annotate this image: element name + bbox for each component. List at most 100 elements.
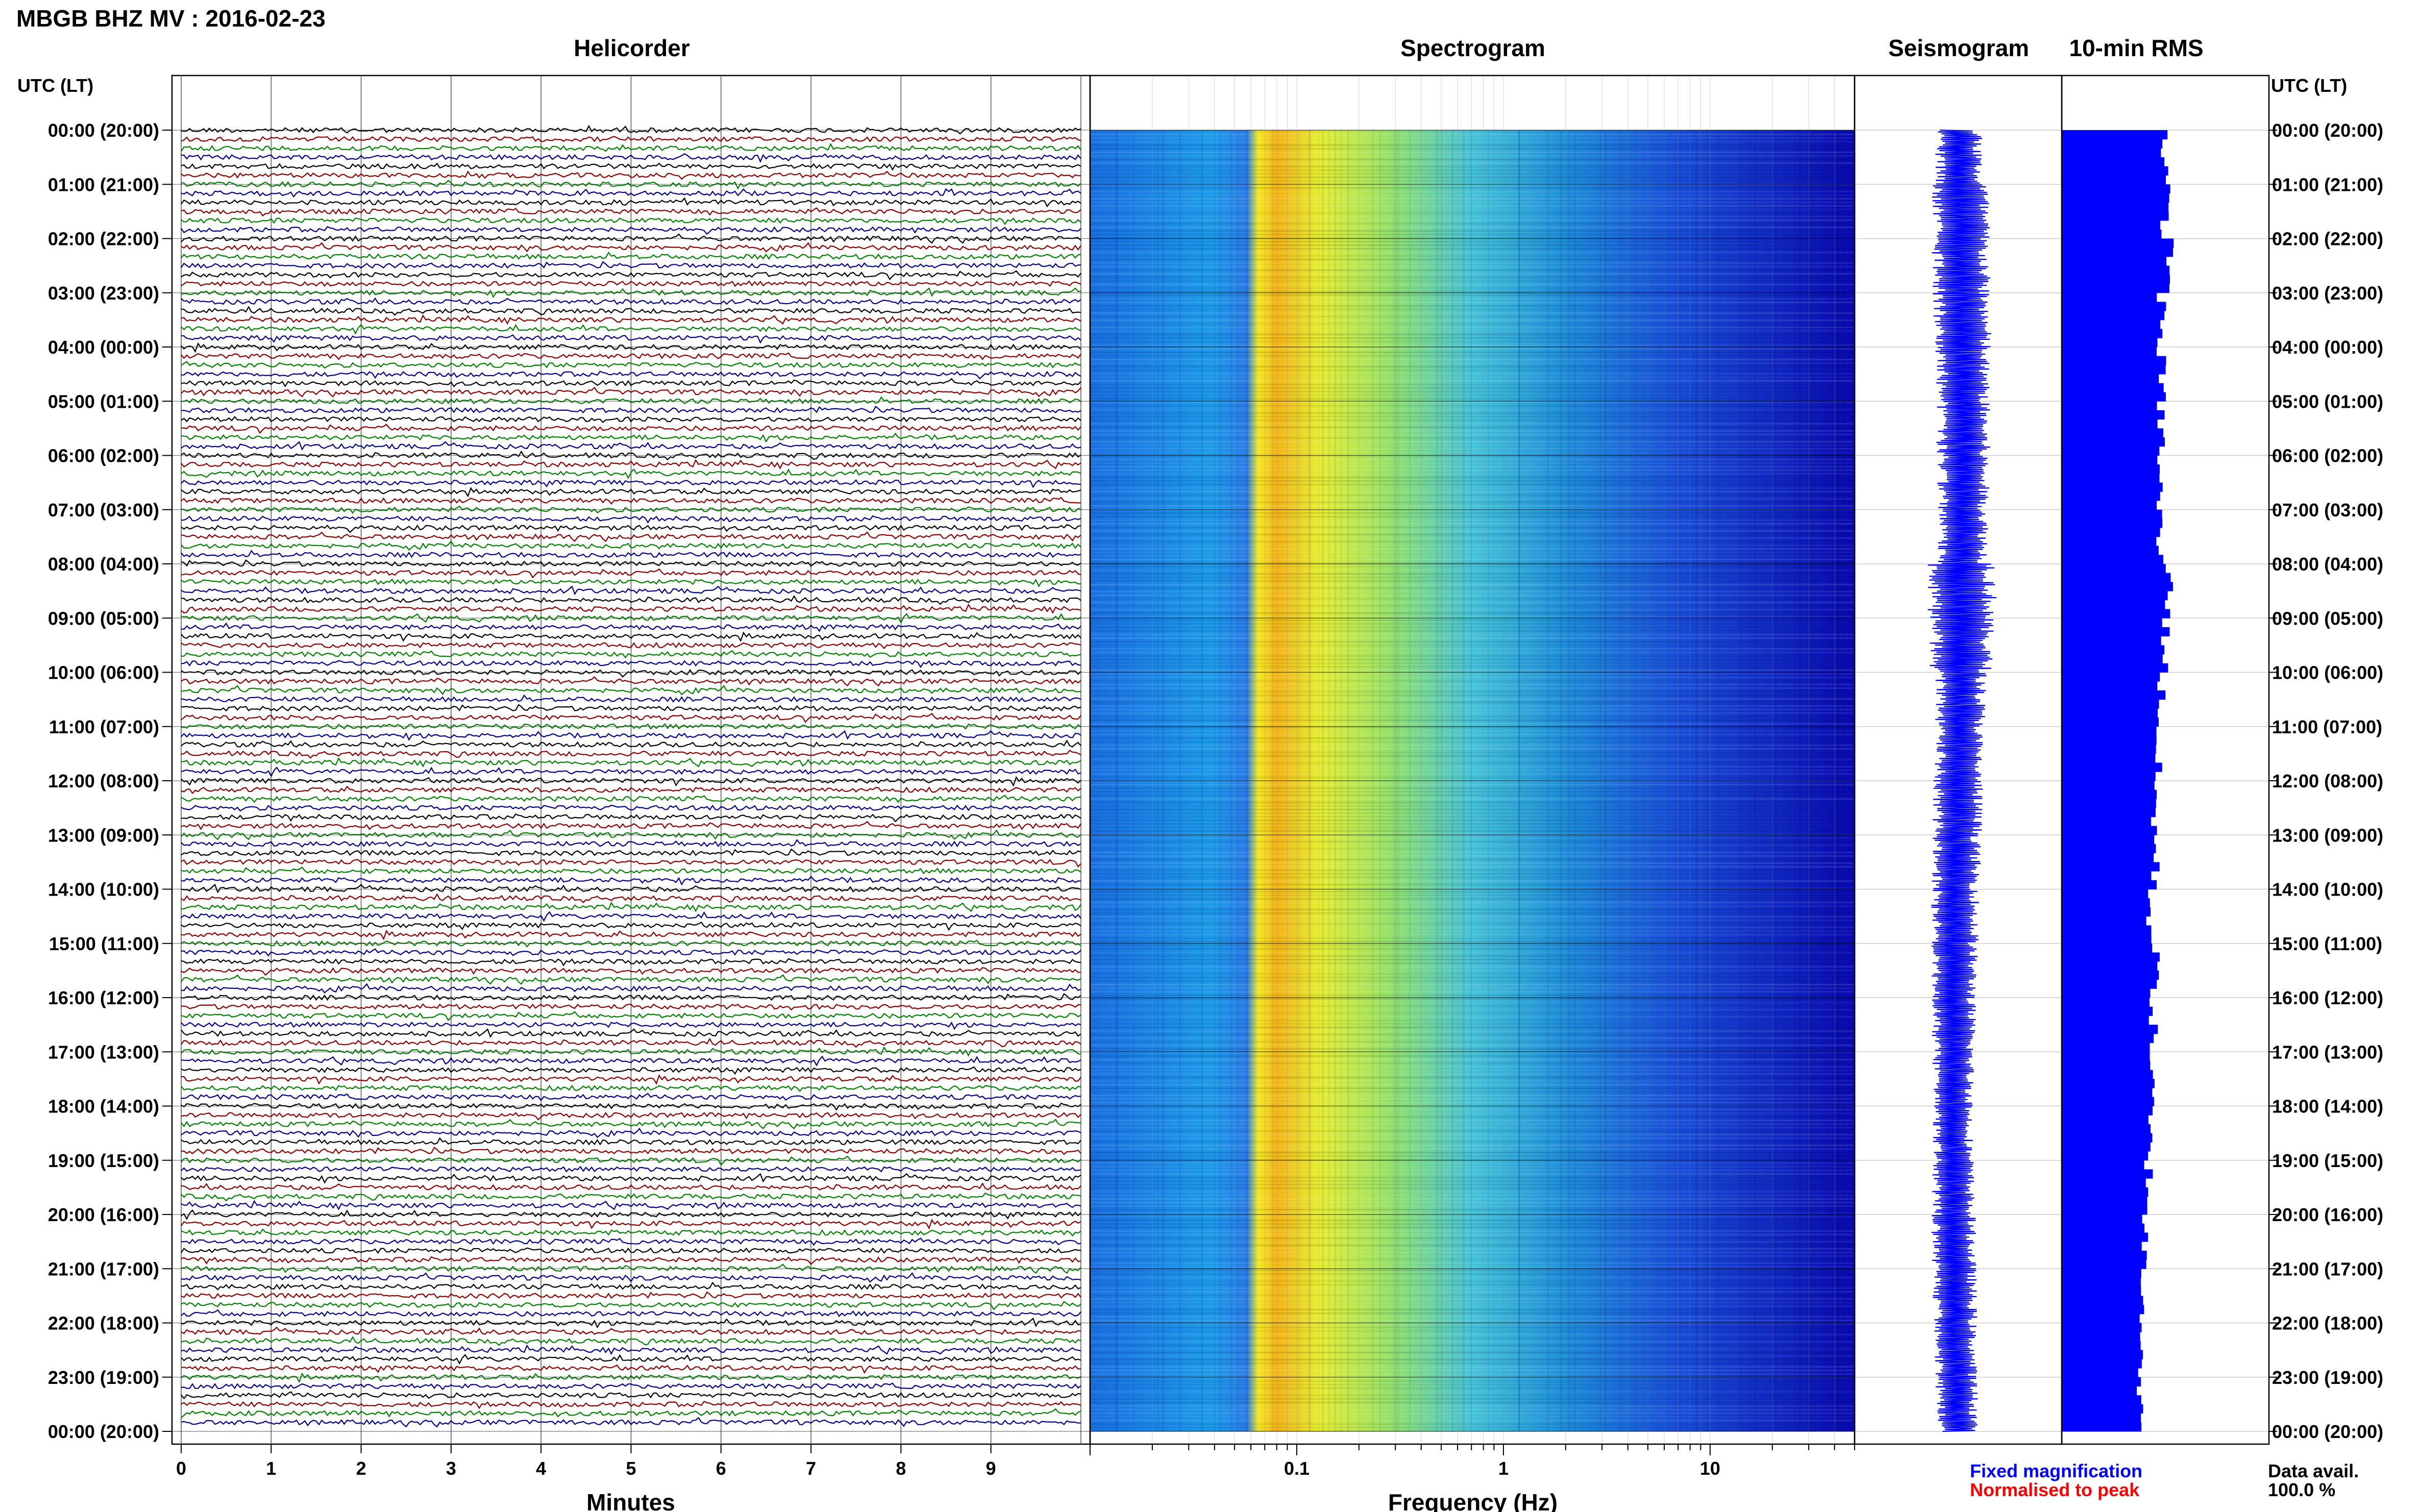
helicorder-trace-line — [181, 730, 1081, 741]
spectrogram-row-stripe — [1090, 359, 1855, 360]
rms-bar — [2062, 1386, 2137, 1396]
rms-bar — [2062, 808, 2156, 817]
spectrogram-row-stripe — [1090, 987, 1855, 989]
rms-bar — [2062, 473, 2160, 483]
helicorder-trace-line — [181, 1237, 1081, 1246]
rms-bar — [2062, 907, 2151, 917]
time-tick-left-label: 08:00 (04:00) — [48, 554, 159, 575]
time-tick-right-label: 00:00 (20:00) — [2272, 120, 2383, 141]
helicorder-trace-line — [181, 1173, 1081, 1184]
helicorder-trace-line — [181, 893, 1081, 904]
helicorder-trace-line — [181, 1209, 1081, 1220]
spectrogram-row-stripe — [1090, 884, 1855, 885]
spectrogram-row-stripe — [1090, 1141, 1855, 1143]
helicorder-trace-line — [181, 540, 1081, 551]
data-avail-label: Data avail. — [2268, 1460, 2359, 1481]
spectrogram-row-stripe — [1090, 859, 1855, 860]
spectrogram-row-stripe — [1090, 641, 1855, 642]
spectrogram-row-stripe — [1090, 480, 1855, 482]
spectrogram-row-stripe — [1090, 1002, 1855, 1003]
spectrogram-row-stripe — [1090, 373, 1855, 375]
spectrogram-row-stripe — [1090, 980, 1855, 982]
spectrogram-row-stripe — [1090, 344, 1855, 346]
rms-frame — [2061, 75, 2270, 1445]
spectrogram-row-stripe — [1090, 787, 1855, 789]
spectrogram-row-stripe — [1090, 594, 1855, 596]
spectrogram-row-stripe — [1090, 880, 1855, 882]
helicorder-trace-line — [181, 1301, 1081, 1310]
spectrogram-row-stripe — [1090, 655, 1855, 657]
rms-bar — [2062, 889, 2149, 899]
spectrogram-row-stripe — [1090, 205, 1855, 207]
helicorder-trace-line — [181, 1037, 1081, 1048]
helicorder-trace-line — [181, 1219, 1081, 1230]
helicorder-trace-line — [181, 795, 1081, 803]
helicorder-trace-line — [181, 1111, 1081, 1121]
helicorder-x-tick-label: 9 — [986, 1458, 996, 1479]
spectrogram-row-stripe — [1090, 384, 1855, 385]
spectrogram-row-stripe — [1090, 1034, 1855, 1035]
rms-bar — [2062, 1413, 2141, 1423]
spectrogram-row-stripe — [1090, 841, 1855, 842]
rms-bar — [2062, 1313, 2140, 1323]
spectrogram-row-stripe — [1090, 845, 1855, 846]
rms-bar — [2062, 256, 2166, 266]
spectrogram-hour-lines — [1090, 130, 1855, 1432]
helicorder-trace-line — [181, 261, 1081, 269]
time-tick-right-label: 07:00 (03:00) — [2272, 500, 2383, 520]
helicorder-trace-line — [181, 839, 1081, 848]
spectrogram-row-stripe — [1090, 1195, 1855, 1196]
helicorder-trace-line — [181, 676, 1081, 687]
helicorder-trace-line — [181, 1281, 1081, 1291]
spectrogram-row-stripe — [1090, 198, 1855, 200]
spectrogram-row-stripe — [1090, 1291, 1855, 1293]
helicorder-trace-line — [181, 217, 1081, 226]
spectrogram-row-stripe — [1090, 716, 1855, 717]
spectrogram-row-stripe — [1090, 1412, 1855, 1414]
spectrogram-row-stripe — [1090, 734, 1855, 735]
spectrogram-row-stripe — [1090, 494, 1855, 496]
spectrogram-row-stripe — [1090, 962, 1855, 964]
helicorder-trace-line — [181, 966, 1081, 976]
rms-bar — [2062, 1305, 2144, 1315]
spectrogram-x-ticks: 0.1 1 10 — [1090, 1444, 1855, 1479]
time-tick-left-label: 07:00 (03:00) — [48, 500, 159, 520]
time-tick-right-label: 23:00 (19:00) — [2272, 1367, 2383, 1388]
spectrogram-row-stripe — [1090, 873, 1855, 875]
rms-bar — [2062, 528, 2160, 537]
rms-bar — [2062, 175, 2166, 185]
helicorder-trace-line — [181, 242, 1081, 253]
helicorder-trace-line — [181, 739, 1081, 748]
spectrogram-row-stripe — [1090, 1184, 1855, 1185]
helicorder-trace-line — [181, 180, 1081, 190]
rms-bar — [2062, 446, 2160, 456]
spectrogram-row-stripe — [1090, 1395, 1855, 1396]
spectrogram-row-stripe — [1090, 259, 1855, 260]
spectrogram-row-stripe — [1090, 498, 1855, 500]
helicorder-x-ticks: 0 1 2 3 4 5 6 7 8 9 — [176, 1444, 996, 1479]
spectrogram-row-stripe — [1090, 280, 1855, 282]
spectrogram-row-stripe — [1090, 319, 1855, 321]
time-tick-left-label: 10:00 (06:00) — [48, 662, 159, 683]
spectrogram-row-stripe — [1090, 191, 1855, 192]
rms-bar — [2062, 1151, 2149, 1161]
spectrogram-row-stripe — [1090, 169, 1855, 171]
time-tick-right-label: 09:00 (05:00) — [2272, 608, 2383, 629]
spectrogram-row-stripe — [1090, 541, 1855, 542]
rms-bar — [2062, 157, 2164, 167]
spectrogram-row-stripe — [1090, 1052, 1855, 1053]
helicorder-trace-line — [181, 603, 1081, 614]
spectrogram-row-stripe — [1090, 330, 1855, 332]
time-tick-right-label: 00:00 (20:00) — [2272, 1421, 2383, 1442]
page-title: MBGB BHZ MV : 2016-02-23 — [16, 5, 326, 32]
spectrogram-row-stripe — [1090, 1273, 1855, 1275]
time-tick-right-label: 14:00 (10:00) — [2272, 879, 2383, 900]
spectrogram-row-stripe — [1090, 302, 1855, 303]
helicorder-trace-line — [181, 386, 1081, 398]
helicorder-trace-line — [181, 750, 1081, 759]
spectrogram-row-stripe — [1090, 148, 1855, 150]
spectrogram-row-stripe — [1090, 1130, 1855, 1132]
spectrogram-row-stripe — [1090, 1173, 1855, 1175]
helicorder-trace-line — [181, 524, 1081, 533]
legend-fixed-magnification: Fixed magnification — [1970, 1460, 2142, 1481]
